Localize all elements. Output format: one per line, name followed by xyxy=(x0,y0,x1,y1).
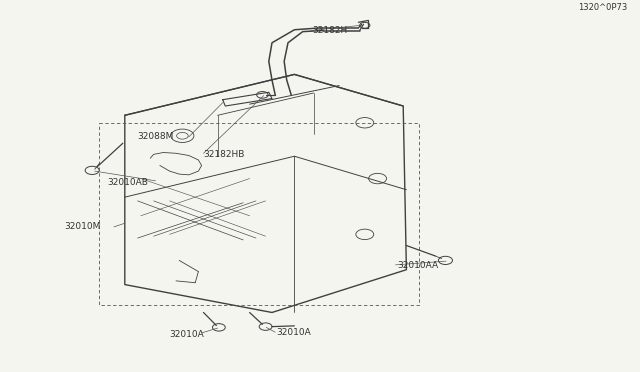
Text: 32010A: 32010A xyxy=(276,328,311,337)
Text: 32182H: 32182H xyxy=(312,26,348,35)
Text: 32088M: 32088M xyxy=(138,132,174,141)
Text: 32010AB: 32010AB xyxy=(108,178,148,187)
Text: 32010AA: 32010AA xyxy=(397,262,438,270)
Text: 32010A: 32010A xyxy=(170,330,204,339)
Text: 32010M: 32010M xyxy=(64,222,100,231)
Text: 1320^0P73: 1320^0P73 xyxy=(578,3,627,12)
Text: 32182HB: 32182HB xyxy=(204,150,245,159)
